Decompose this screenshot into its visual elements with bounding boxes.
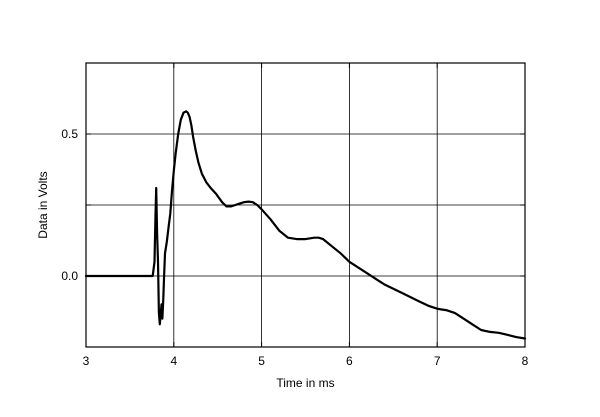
x-tick-label: 8: [522, 354, 529, 368]
x-tick-label: 4: [170, 354, 177, 368]
x-tick-label: 6: [346, 354, 353, 368]
plot-frame: [85, 62, 526, 348]
x-tick-label: 3: [83, 354, 90, 368]
x-axis-title: Time in ms: [276, 376, 334, 390]
series-layer: [84, 110, 527, 340]
y-tick-label: 0.5: [61, 127, 78, 141]
x-tick-label: 7: [434, 354, 441, 368]
grid: [86, 63, 525, 347]
x-tick-label: 5: [258, 354, 265, 368]
y-tick-label: 0.0: [61, 269, 78, 283]
y-axis-title: Data in Volts: [36, 171, 50, 238]
series-line: [84, 110, 527, 340]
tick-labels: 3 4 5 6 7 8 0.0 0.5: [61, 127, 528, 368]
